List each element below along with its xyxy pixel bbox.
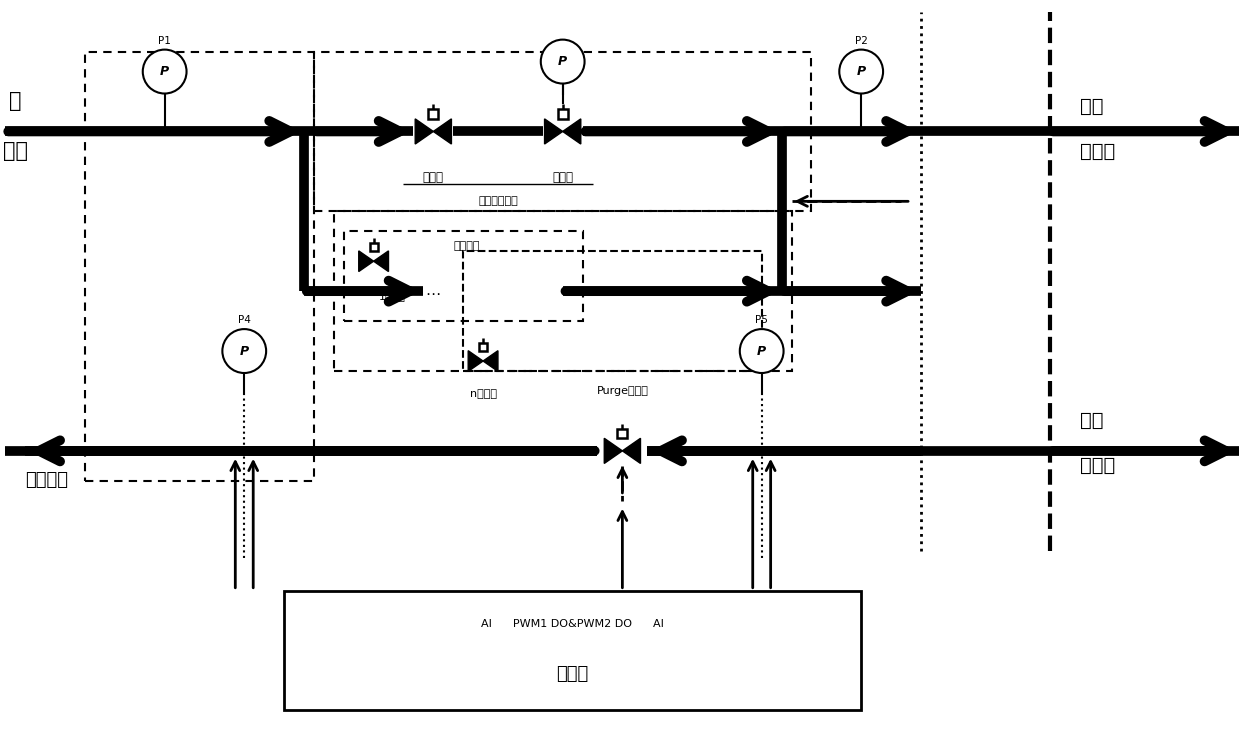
- Bar: [314, 52, 811, 211]
- Circle shape: [541, 40, 584, 83]
- Polygon shape: [604, 439, 622, 463]
- Polygon shape: [563, 119, 580, 144]
- Bar: [558, 109, 568, 119]
- Text: 进气口: 进气口: [1080, 142, 1115, 161]
- Text: 控制器: 控制器: [557, 665, 589, 683]
- Bar: [334, 211, 791, 371]
- Polygon shape: [415, 119, 433, 144]
- Polygon shape: [373, 251, 388, 272]
- Text: 气源: 气源: [2, 141, 27, 161]
- Text: AI      PWM1 DO&PWM2 DO      AI: AI PWM1 DO&PWM2 DO AI: [481, 619, 665, 629]
- Polygon shape: [433, 119, 451, 144]
- Circle shape: [839, 50, 883, 94]
- Bar: [479, 342, 487, 351]
- Text: 电堆: 电堆: [1080, 412, 1104, 430]
- Text: P5: P5: [755, 315, 768, 325]
- Text: 电堆: 电堆: [1080, 97, 1104, 116]
- Text: ⋯: ⋯: [425, 287, 441, 302]
- Circle shape: [740, 329, 784, 373]
- Circle shape: [222, 329, 267, 373]
- Text: P: P: [239, 345, 249, 357]
- Text: 1号噴嘴: 1号噴嘴: [378, 291, 405, 301]
- Text: 氢: 氢: [9, 92, 21, 111]
- Polygon shape: [622, 439, 641, 463]
- Polygon shape: [544, 119, 563, 144]
- Text: P: P: [857, 65, 866, 78]
- Bar: [284, 590, 862, 710]
- Polygon shape: [469, 351, 484, 371]
- Bar: [370, 243, 378, 251]
- Text: P2: P2: [854, 35, 868, 46]
- Text: Purge电磁阀: Purge电磁阀: [596, 386, 649, 396]
- Text: P: P: [758, 345, 766, 357]
- Text: 环境大气: 环境大气: [25, 471, 68, 489]
- Text: 电磁阀: 电磁阀: [423, 171, 444, 185]
- Text: 进气调节单元: 进气调节单元: [479, 196, 518, 207]
- Text: n号噴嘴: n号噴嘴: [470, 389, 496, 399]
- Bar: [464, 252, 761, 371]
- Text: 出气口: 出气口: [1080, 457, 1115, 475]
- Text: P: P: [160, 65, 169, 78]
- Text: P4: P4: [238, 315, 250, 325]
- Text: 二次进气: 二次进气: [453, 241, 480, 252]
- Text: P: P: [558, 55, 567, 68]
- Bar: [86, 52, 314, 481]
- Polygon shape: [484, 351, 498, 371]
- Bar: [429, 109, 438, 119]
- Circle shape: [143, 50, 186, 94]
- Bar: [343, 231, 583, 321]
- Polygon shape: [358, 251, 373, 272]
- Text: 比例阀: 比例阀: [552, 171, 573, 185]
- Text: P1: P1: [159, 35, 171, 46]
- Bar: [618, 429, 627, 439]
